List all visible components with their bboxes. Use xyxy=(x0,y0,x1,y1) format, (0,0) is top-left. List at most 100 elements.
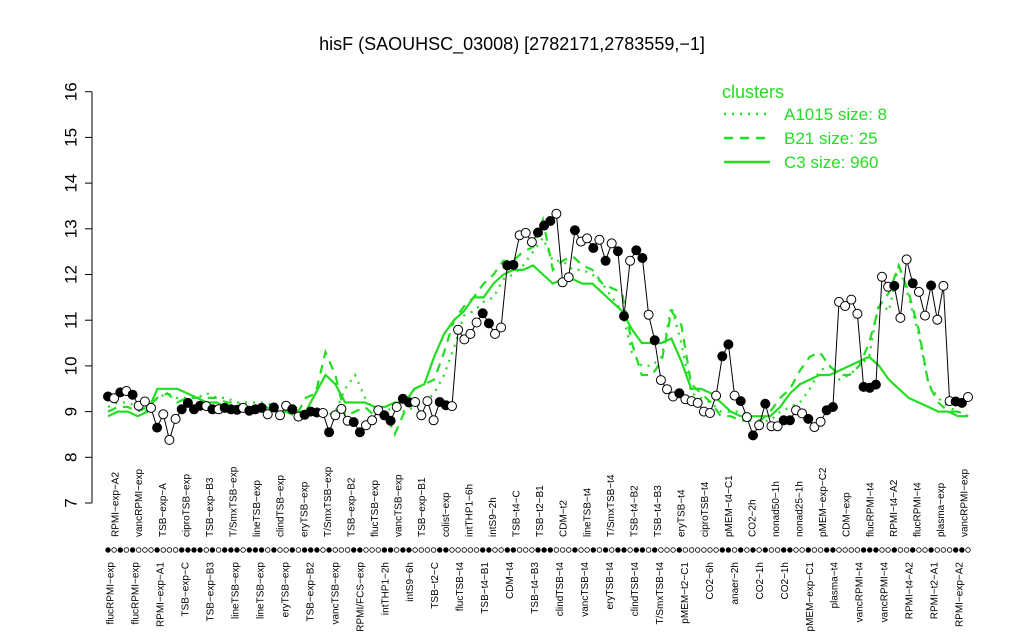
sample-point xyxy=(318,408,328,418)
sample-point xyxy=(809,422,820,433)
sample-point xyxy=(674,388,685,399)
sample-point xyxy=(520,227,531,238)
x-tick-label: flucRPMI−exp xyxy=(131,562,142,625)
rug-mark xyxy=(744,547,750,553)
rug-mark xyxy=(578,547,584,553)
x-tick-label: pMEM−t2−C1 xyxy=(680,562,691,624)
sample-point xyxy=(354,427,365,438)
rug-mark xyxy=(375,547,381,553)
rug-mark xyxy=(959,547,965,553)
x-tick-label: RPMI−t2−A1 xyxy=(930,562,941,620)
sample-point xyxy=(109,393,120,404)
rug-mark xyxy=(830,547,836,553)
sample-point xyxy=(735,396,746,407)
rug-mark xyxy=(682,547,689,553)
y-tick-label: 16 xyxy=(61,82,80,101)
rug-mark xyxy=(381,547,388,553)
rug-mark xyxy=(873,547,879,553)
sample-point xyxy=(692,397,703,408)
rug-mark xyxy=(449,547,455,553)
rug-mark xyxy=(903,547,910,553)
rug-mark xyxy=(621,547,627,553)
rug-mark xyxy=(590,547,596,553)
rug-mark xyxy=(842,547,848,553)
rug-strip xyxy=(105,547,971,553)
sample-point xyxy=(459,334,470,345)
rug-mark xyxy=(787,547,793,553)
sample-point xyxy=(533,227,543,238)
rug-mark xyxy=(639,547,646,553)
rug-mark xyxy=(166,547,173,553)
sample-point xyxy=(612,246,623,257)
x-tick-label: lineTSB−exp xyxy=(255,562,266,619)
rug-mark xyxy=(277,547,283,553)
sample-point xyxy=(717,351,728,362)
sample-point xyxy=(146,402,156,413)
rug-mark xyxy=(824,547,830,553)
x-tick-label: eryTSB−exp xyxy=(280,562,291,618)
rug-mark xyxy=(326,547,332,553)
sample-point xyxy=(176,404,187,415)
sample-point xyxy=(606,238,617,249)
x-tick-label: CO2−2h xyxy=(747,499,758,537)
x-tick-label: RPMI−exp−A2 xyxy=(111,472,122,537)
x-tick-label: CDM−exp xyxy=(842,492,853,537)
sample-point xyxy=(840,301,851,311)
rug-mark xyxy=(670,547,676,553)
rug-mark xyxy=(111,547,117,553)
rug-mark xyxy=(658,547,664,553)
rug-mark xyxy=(234,547,240,553)
x-tick-label: clindTSB−exp xyxy=(276,475,287,537)
sample-point xyxy=(170,413,181,424)
rug-mark xyxy=(320,547,326,553)
sample-point xyxy=(127,389,138,400)
sample-point xyxy=(600,255,611,266)
sample-point xyxy=(422,396,433,407)
x-tick-label: vancRPMI−t4 xyxy=(855,562,866,623)
rug-mark xyxy=(394,547,400,553)
rug-mark xyxy=(707,547,713,553)
rug-mark xyxy=(633,547,639,553)
rug-mark xyxy=(129,547,136,553)
rug-mark xyxy=(762,547,768,553)
x-tick-label: TSB−t2−B1 xyxy=(535,485,546,537)
x-tick-label: intS9−6h xyxy=(405,562,416,602)
x-tick-label: nonad25−1h xyxy=(795,481,806,537)
rug-mark xyxy=(805,547,811,553)
y-axis: 7 8 9 10 11 12 13 14 15 16 xyxy=(61,82,93,508)
rug-mark xyxy=(768,547,775,553)
rug-mark xyxy=(197,547,203,553)
x-tick-label: TSB−t4−B3 xyxy=(530,562,541,614)
rug-mark xyxy=(547,547,553,553)
sample-point xyxy=(655,375,666,386)
rug-mark xyxy=(105,547,111,553)
rug-mark xyxy=(418,547,424,553)
rug-mark xyxy=(645,547,652,553)
rug-mark xyxy=(848,547,854,553)
legend-entry-label: A1015 size: 8 xyxy=(784,105,887,124)
rug-mark xyxy=(615,547,621,553)
sample-point xyxy=(483,318,494,329)
sample-point xyxy=(956,397,967,408)
y-tick-label: 10 xyxy=(61,356,80,375)
rug-mark xyxy=(701,547,707,553)
rug-mark xyxy=(338,547,345,553)
rug-mark xyxy=(228,547,234,553)
x-tick-label: CDM−t2 xyxy=(559,500,570,537)
x-tick-label: plasma−exp xyxy=(936,482,947,537)
sample-point xyxy=(465,328,476,339)
rug-mark xyxy=(916,547,922,553)
rug-mark xyxy=(344,547,351,553)
sample-point xyxy=(625,255,636,266)
x-tick-label: colist−exp xyxy=(441,492,452,537)
x-axis-top-labels: RPMI−exp−A2 vancRPMI−exp TSB−exp−A ciproTSB… xyxy=(111,466,971,537)
sample-point xyxy=(582,233,593,244)
x-tick-label: eryTSB−t4 xyxy=(605,562,616,610)
rug-mark xyxy=(178,547,185,553)
rug-mark xyxy=(965,547,971,553)
x-tick-label: nonad50−1h xyxy=(771,481,782,537)
x-tick-label: TSB−exp−B2 xyxy=(346,477,357,537)
x-tick-label: T/SmxTSB−exp xyxy=(229,466,240,537)
y-tick-label: 13 xyxy=(61,219,80,238)
